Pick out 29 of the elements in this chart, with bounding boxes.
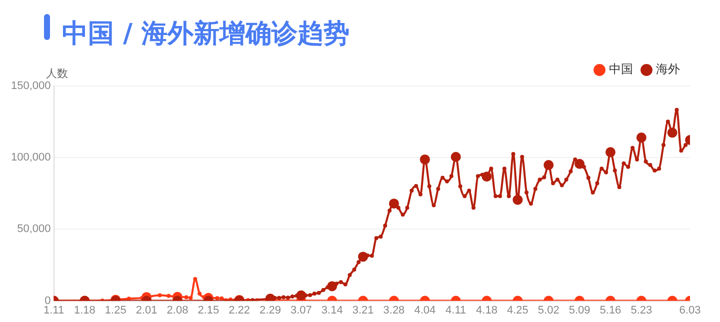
x-tick-label: 1.18	[74, 304, 96, 316]
legend-label: 海外	[656, 62, 680, 76]
x-tick-label: 5.16	[600, 304, 622, 316]
x-tick-label: 2.08	[166, 304, 188, 316]
chart-title: 中国 / 海外新增确诊趋势	[62, 18, 350, 51]
x-tick-label: 2.15	[198, 304, 220, 316]
legend-label: 中国	[609, 62, 633, 76]
x-tick-label: 1.11	[43, 304, 64, 316]
x-tick-label: 2.22	[228, 304, 250, 316]
x-tick-label: 2.29	[260, 304, 281, 316]
x-tick-label: 5.09	[568, 304, 590, 316]
y-tick-label: 100,000	[10, 152, 51, 164]
x-tick-label: 3.14	[321, 304, 343, 316]
y-axis-title: 人数	[46, 66, 68, 81]
x-tick-label: 3.07	[290, 304, 312, 316]
x-tick-label: 6.03	[679, 304, 701, 316]
y-tick-label: 150,000	[10, 80, 51, 92]
x-tick-label: 2.01	[136, 304, 158, 316]
x-tick-label: 4.25	[506, 304, 528, 316]
x-tick-label: 4.11	[446, 304, 466, 316]
x-tick-label: 3.28	[383, 304, 405, 316]
x-tick-label: 4.04	[414, 304, 436, 316]
x-tick-label: 5.23	[630, 304, 652, 316]
x-tick-label: 4.18	[476, 304, 498, 316]
x-tick-label: 5.02	[538, 304, 560, 316]
x-tick-label: 3.21	[352, 304, 374, 316]
x-tick-label: 1.25	[104, 304, 126, 316]
y-tick-label: 0	[44, 294, 51, 307]
y-tick-label: 50,000	[17, 223, 51, 236]
